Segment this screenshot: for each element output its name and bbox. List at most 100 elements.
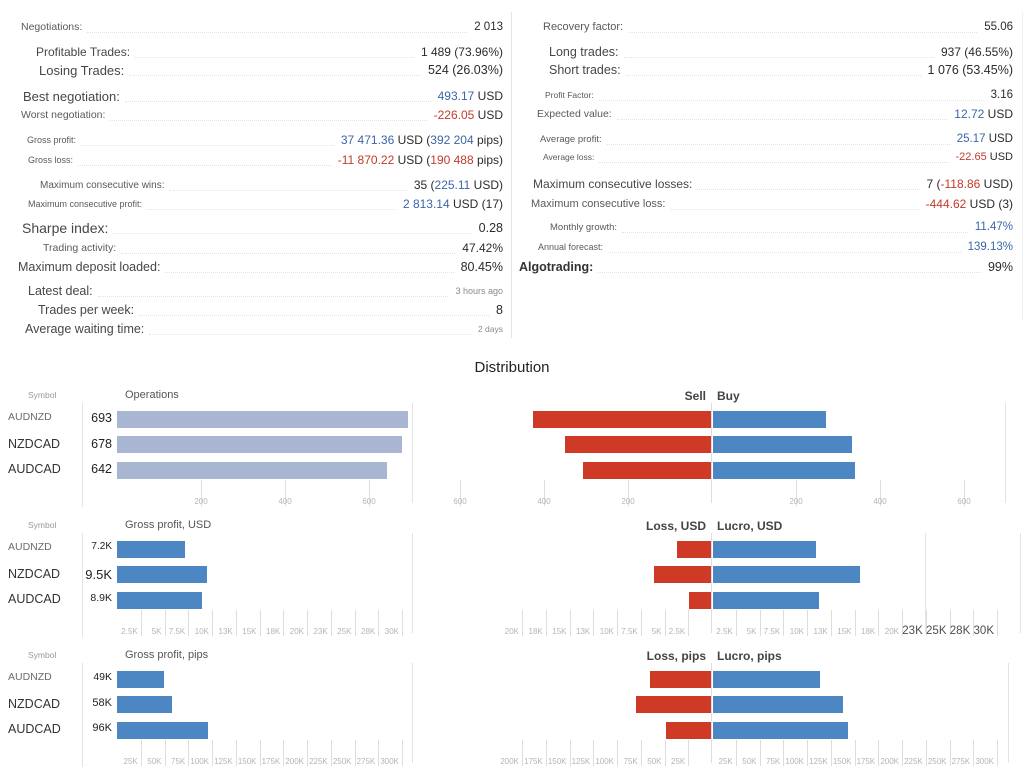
pos-bar <box>713 721 848 739</box>
pos-bar <box>713 591 820 609</box>
stat-value-segment: 190 488 <box>430 153 474 167</box>
axis-tick-label: 175K <box>524 757 543 766</box>
axis-tick <box>783 740 785 766</box>
stat-label: Negotiations: <box>21 21 83 33</box>
stat-value: 1 076 (53.45%) <box>928 63 1022 77</box>
left-plot-title: Gross profit, pips <box>125 649 209 661</box>
stat-label: Maximum consecutive wins: <box>40 179 165 191</box>
stat-row: Maximum consecutive loss: -444.62 USD (3) <box>512 195 1022 213</box>
stat-label: Trades per week: <box>38 303 135 317</box>
stat-value-segment: pips) <box>473 133 503 147</box>
stat-value: 12.72 USD <box>954 107 1022 121</box>
neg-bar <box>676 540 711 558</box>
stat-value-segment: 47.42% <box>462 241 503 255</box>
axis-tick-label: 400 <box>537 497 551 506</box>
stat-value: 7 (-118.86 USD) <box>927 177 1023 191</box>
stat-value: 35 (225.11 USD) <box>414 178 511 192</box>
axis-tick <box>925 740 927 766</box>
axis-tick-label: 13K <box>218 627 233 636</box>
axis-tick-label: 400 <box>278 497 292 506</box>
stat-value-segment: USD (17) <box>449 197 503 211</box>
axis-tick <box>140 740 142 766</box>
axis-tick <box>235 610 237 636</box>
symbol-separator-line <box>82 663 83 767</box>
stat-value-segment: 1 076 (53.45%) <box>927 63 1013 77</box>
axis-tick <box>330 610 332 636</box>
axis-tick-label: 2.5K <box>668 627 686 636</box>
axis-tick <box>902 610 903 636</box>
axis-tick <box>830 610 832 636</box>
stats-column-left: Negotiations: 2 013 Profitable Trades: 1 48… <box>0 12 512 338</box>
stat-value-segment: USD <box>474 89 503 103</box>
symbol-value-label: 7.2K <box>91 541 112 552</box>
axis-tick-label: 23K <box>313 627 328 636</box>
axis-tick-label: 10K <box>599 627 614 636</box>
symbol-label: AUDCAD <box>8 462 61 476</box>
axis-tick-label: 15K <box>242 627 257 636</box>
stat-leader <box>139 304 490 316</box>
stat-value-segment: USD <box>985 133 1013 145</box>
axis-tick <box>545 610 547 636</box>
axis-tick-label: 175K <box>856 757 876 766</box>
axis-tick-label: 400 <box>873 497 887 506</box>
stat-value: 2 813.14 USD (17) <box>403 197 511 211</box>
stat-leader <box>135 46 414 58</box>
axis-tick <box>188 610 190 636</box>
axis-tick <box>759 610 761 636</box>
right-plot-header-pos: Buy <box>717 389 740 403</box>
axis-tick <box>164 740 166 766</box>
stat-value-segment: 2 013 <box>474 21 503 33</box>
symbol-separator-line <box>82 403 83 507</box>
stat-value: 25.17 USD <box>957 133 1022 145</box>
stat-value: 80.45% <box>461 260 511 274</box>
axis-tick-label: 15K <box>837 627 852 636</box>
symbol-value-label: 8.9K <box>90 592 112 604</box>
axis-tick <box>235 740 237 766</box>
right-plot-edge-line <box>925 533 926 633</box>
axis-tick <box>593 610 595 636</box>
stat-value-segment: USD <box>474 108 503 122</box>
axis-tick <box>307 740 308 766</box>
axis-tick-label: 13K <box>576 627 591 636</box>
stat-leader <box>598 261 981 273</box>
stat-value: 0.28 <box>479 221 511 235</box>
stat-label: Average loss: <box>543 152 595 162</box>
chart-block-1: Symbol Operations Sell Buy AUDNZD 693 NZDCAD 67… <box>0 385 1024 515</box>
right-plot-header-pos: Lucro, pips <box>717 649 782 663</box>
axis-tick-label: 300K <box>975 757 994 766</box>
left-plot-bar <box>117 410 409 428</box>
axis-tick <box>688 740 690 766</box>
stat-row: Algotrading: 99% <box>512 258 1022 276</box>
right-plot-edge-line <box>1005 403 1006 503</box>
symbol-value-label: 678 <box>91 436 112 451</box>
stat-value: 937 (46.55%) <box>941 45 1022 59</box>
axis-tick-label: 75K <box>171 757 186 766</box>
stat-label: Trading activity: <box>43 242 117 254</box>
axis-tick <box>640 740 642 766</box>
axis-tick-label: 125K <box>809 757 828 766</box>
stat-label: Average profit: <box>540 133 602 145</box>
axis-tick <box>949 740 951 766</box>
pos-bar <box>713 540 816 558</box>
axis-tick <box>307 610 308 636</box>
symbol-label: NZDCAD <box>8 566 61 581</box>
axis-tick-label: 15K <box>552 627 567 636</box>
left-plot-edge-line <box>412 663 413 763</box>
symbol-column-header: Symbol <box>28 390 57 400</box>
stat-value-segment: USD) <box>470 178 503 192</box>
axis-tick-label: 100K <box>595 757 614 766</box>
axis-tick <box>617 740 618 766</box>
axis-tick-label: 20K <box>504 627 519 636</box>
axis-tick-label: 28K <box>361 627 376 636</box>
stat-value-segment: 225.11 <box>434 178 471 192</box>
axis-tick-label: 125K <box>571 757 591 766</box>
stat-label: Average waiting time: <box>25 322 145 336</box>
stat-value: 8 <box>496 303 511 317</box>
axis-tick <box>830 740 832 766</box>
axis-tick <box>140 610 142 636</box>
neg-bar <box>689 591 711 609</box>
axis-tick-label: 150K <box>237 757 257 766</box>
left-plot-bar <box>117 566 208 583</box>
stat-leader <box>149 323 471 335</box>
axis-tick <box>354 740 356 766</box>
